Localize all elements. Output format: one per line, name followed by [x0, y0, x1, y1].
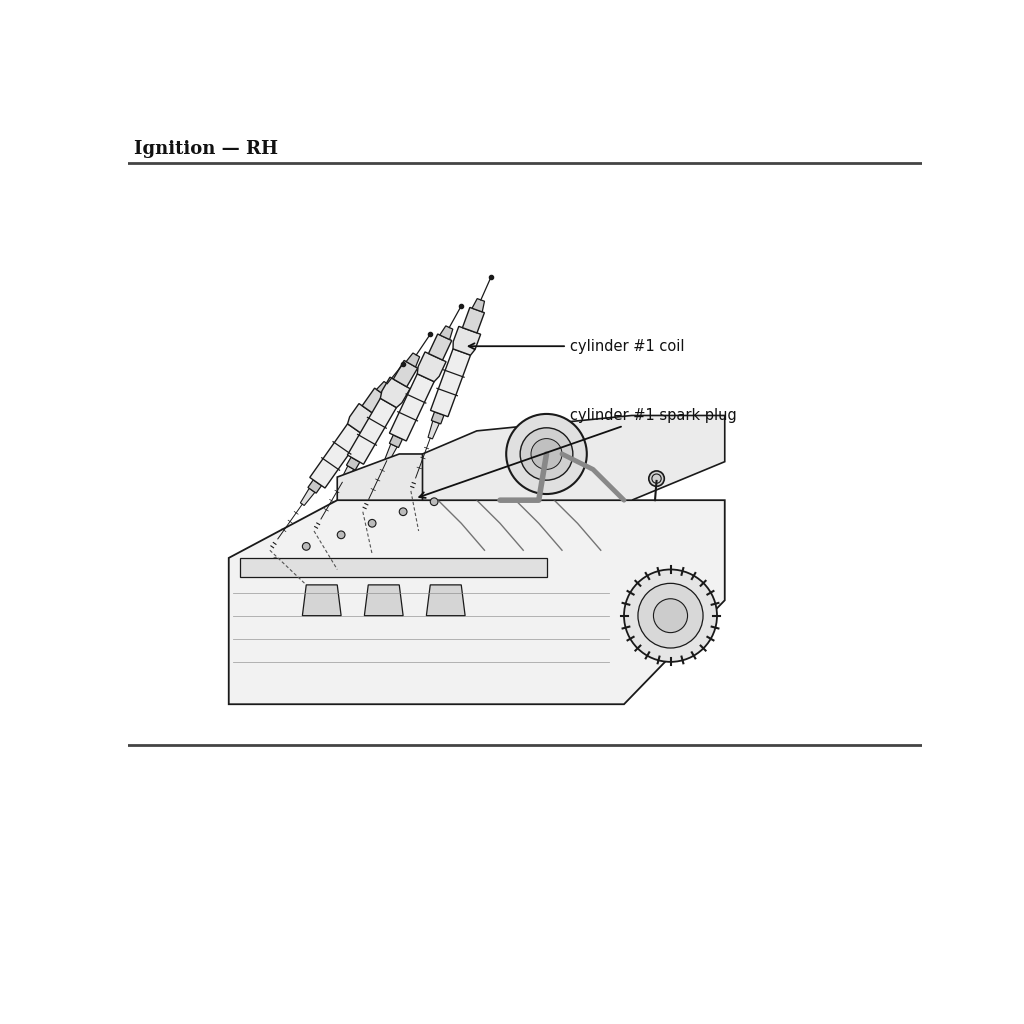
Polygon shape: [389, 435, 402, 447]
Polygon shape: [428, 421, 439, 439]
Polygon shape: [431, 412, 444, 424]
Polygon shape: [302, 585, 341, 615]
Text: cylinder #1 coil: cylinder #1 coil: [469, 339, 684, 353]
Circle shape: [506, 414, 587, 494]
Polygon shape: [337, 454, 547, 500]
Circle shape: [624, 569, 717, 662]
Polygon shape: [428, 334, 452, 360]
Polygon shape: [389, 374, 434, 441]
Circle shape: [369, 519, 376, 527]
Polygon shape: [385, 444, 397, 462]
Text: Ignition — RH: Ignition — RH: [134, 140, 279, 158]
Polygon shape: [347, 398, 396, 464]
Circle shape: [649, 471, 665, 486]
Polygon shape: [439, 326, 453, 340]
Circle shape: [638, 584, 703, 648]
Polygon shape: [300, 488, 315, 506]
Polygon shape: [380, 377, 410, 408]
Polygon shape: [407, 353, 420, 367]
Circle shape: [337, 531, 345, 539]
Polygon shape: [393, 360, 418, 387]
Polygon shape: [377, 382, 390, 395]
Polygon shape: [453, 327, 480, 355]
Polygon shape: [241, 558, 547, 578]
Circle shape: [399, 508, 407, 515]
Polygon shape: [228, 500, 725, 705]
Polygon shape: [472, 299, 484, 312]
Polygon shape: [426, 585, 465, 615]
Polygon shape: [430, 349, 470, 417]
Polygon shape: [346, 457, 359, 470]
Circle shape: [271, 558, 280, 565]
Text: cylinder #1 spark plug: cylinder #1 spark plug: [419, 408, 736, 498]
Circle shape: [653, 599, 687, 633]
Polygon shape: [409, 477, 418, 492]
Polygon shape: [365, 585, 403, 615]
Polygon shape: [360, 498, 371, 513]
Polygon shape: [423, 416, 725, 500]
Polygon shape: [463, 307, 484, 333]
Polygon shape: [418, 352, 446, 382]
Polygon shape: [340, 466, 354, 483]
Circle shape: [531, 438, 562, 469]
Polygon shape: [362, 388, 387, 415]
Polygon shape: [311, 517, 324, 532]
Polygon shape: [267, 538, 280, 552]
Polygon shape: [308, 480, 322, 494]
Polygon shape: [347, 403, 378, 434]
Circle shape: [520, 428, 572, 480]
Polygon shape: [310, 424, 362, 488]
Circle shape: [430, 498, 438, 506]
Circle shape: [302, 543, 310, 550]
